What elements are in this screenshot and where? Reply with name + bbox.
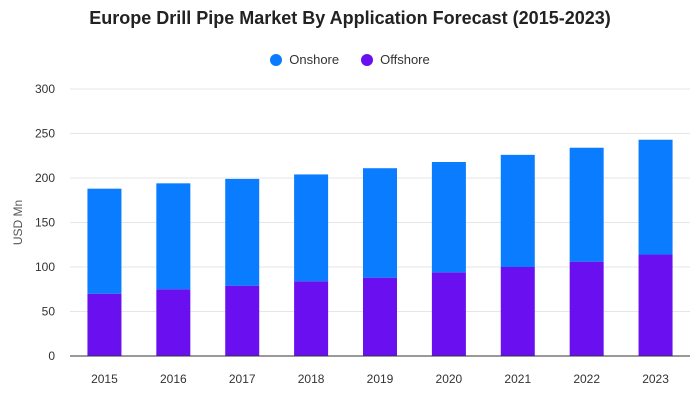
y-tick-label: 50 — [42, 305, 56, 319]
y-tick-label: 0 — [48, 349, 55, 363]
x-tick-label: 2015 — [91, 372, 118, 386]
bar-onshore-2017[interactable] — [225, 178, 260, 286]
bar-onshore-2018[interactable] — [294, 174, 329, 282]
legend-dot-offshore — [361, 53, 374, 66]
chart-title: Europe Drill Pipe Market By Application … — [89, 8, 611, 28]
bar-onshore-2020[interactable] — [431, 161, 466, 273]
y-tick-label: 250 — [35, 127, 55, 141]
y-tick-label: 100 — [35, 260, 55, 274]
bar-offshore-2016[interactable] — [156, 289, 191, 356]
bar-offshore-2022[interactable] — [569, 261, 604, 356]
y-axis-label: USD Mn — [11, 200, 25, 245]
bar-offshore-2015[interactable] — [87, 293, 122, 356]
bar-onshore-2016[interactable] — [156, 183, 191, 290]
bar-onshore-2015[interactable] — [87, 188, 122, 294]
bar-onshore-2021[interactable] — [500, 154, 535, 267]
legend-item-offshore[interactable]: Offshore — [361, 52, 430, 67]
x-tick-label: 2017 — [229, 372, 256, 386]
y-tick-labels: 0 50 100 150 200 250 300 — [35, 82, 55, 363]
x-tick-label: 2022 — [573, 372, 600, 386]
bars — [87, 139, 673, 356]
legend-dot-onshore — [270, 53, 283, 66]
bar-offshore-2023[interactable] — [638, 254, 673, 356]
y-tick-label: 150 — [35, 216, 55, 230]
x-tick-label: 2018 — [298, 372, 325, 386]
bar-offshore-2017[interactable] — [225, 285, 260, 356]
legend-label-offshore: Offshore — [380, 52, 430, 67]
x-tick-label: 2021 — [504, 372, 531, 386]
x-tick-label: 2023 — [642, 372, 669, 386]
y-tick-label: 300 — [35, 82, 55, 96]
x-tick-labels: 2015 2016 2017 2018 2019 2020 2021 2022 2023 — [91, 372, 669, 386]
bar-onshore-2022[interactable] — [569, 147, 604, 262]
bar-offshore-2018[interactable] — [294, 281, 329, 356]
bar-onshore-2023[interactable] — [638, 139, 673, 255]
bar-offshore-2019[interactable] — [363, 277, 397, 356]
legend-item-onshore[interactable]: Onshore — [270, 52, 339, 67]
x-tick-label: 2020 — [436, 372, 463, 386]
chart-legend: Onshore Offshore — [0, 52, 700, 67]
x-tick-label: 2019 — [367, 372, 394, 386]
y-tick-label: 200 — [35, 171, 55, 185]
bar-offshore-2021[interactable] — [500, 267, 535, 356]
x-tick-label: 2016 — [160, 372, 187, 386]
bar-onshore-2019[interactable] — [363, 168, 397, 278]
bar-offshore-2020[interactable] — [431, 272, 466, 356]
legend-label-onshore: Onshore — [289, 52, 340, 67]
